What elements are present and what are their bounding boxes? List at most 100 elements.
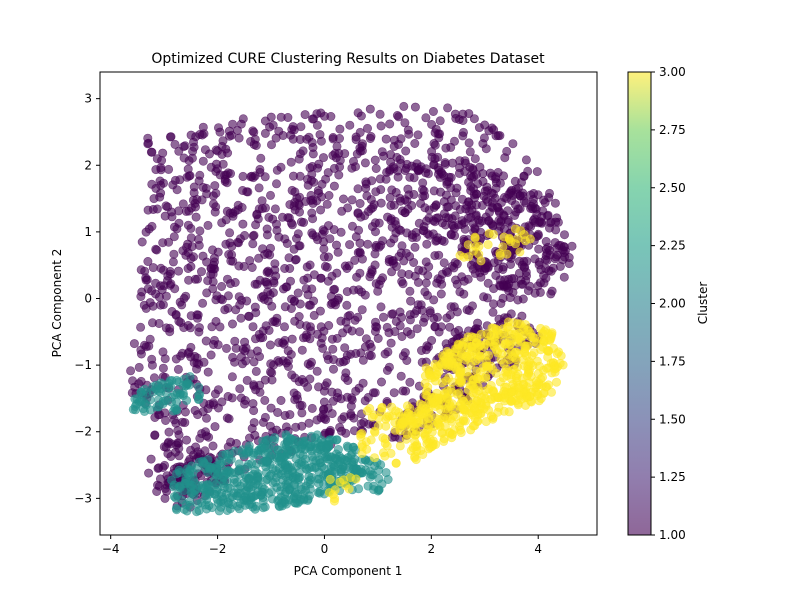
scatter-point-cluster-1 (319, 404, 329, 414)
scatter-point-cluster-1 (186, 233, 196, 243)
scatter-point-cluster-1 (386, 201, 396, 211)
scatter-point-cluster-1 (327, 409, 337, 419)
scatter-point-cluster-3 (532, 391, 542, 401)
scatter-point-cluster-1 (520, 262, 530, 272)
scatter-point-cluster-1 (361, 334, 371, 344)
scatter-point-cluster-1 (290, 316, 300, 326)
scatter-point-cluster-1 (197, 267, 207, 277)
scatter-point-cluster-3 (400, 417, 410, 427)
scatter-point-cluster-1 (279, 322, 289, 332)
scatter-point-cluster-1 (442, 313, 452, 323)
scatter-point-cluster-2 (301, 485, 311, 495)
scatter-point-cluster-2 (244, 483, 254, 493)
scatter-point-cluster-1 (436, 289, 446, 299)
scatter-point-cluster-3 (482, 361, 492, 371)
y-tick-label: 2 (84, 158, 92, 172)
scatter-point-cluster-2 (356, 467, 366, 477)
scatter-point-cluster-1 (330, 284, 340, 294)
scatter-point-cluster-1 (481, 144, 491, 154)
scatter-point-cluster-3 (524, 378, 534, 388)
scatter-point-cluster-1 (223, 391, 233, 401)
scatter-point-cluster-1 (428, 107, 438, 117)
scatter-point-cluster-1 (273, 356, 283, 366)
scatter-point-cluster-1 (264, 212, 274, 222)
scatter-point-cluster-1 (174, 438, 184, 448)
scatter-point-cluster-3 (533, 369, 543, 379)
scatter-point-cluster-2 (194, 394, 204, 404)
scatter-point-cluster-1 (202, 189, 212, 199)
scatter-point-cluster-1 (271, 219, 281, 229)
scatter-point-cluster-1 (397, 241, 407, 251)
scatter-point-cluster-2 (230, 446, 240, 456)
scatter-point-cluster-2 (317, 450, 327, 460)
scatter-point-cluster-1 (370, 317, 380, 327)
scatter-point-cluster-3 (520, 236, 530, 246)
scatter-point-cluster-1 (313, 382, 323, 392)
scatter-point-cluster-2 (270, 477, 280, 487)
scatter-point-cluster-1 (363, 239, 373, 249)
scatter-point-cluster-1 (276, 395, 286, 405)
scatter-point-cluster-1 (191, 212, 201, 222)
scatter-point-cluster-1 (155, 192, 165, 202)
scatter-point-cluster-1 (188, 195, 198, 205)
scatter-point-cluster-1 (327, 298, 337, 308)
scatter-point-cluster-1 (398, 279, 408, 289)
scatter-point-cluster-3 (437, 378, 447, 388)
scatter-point-cluster-3 (365, 403, 375, 413)
scatter-point-cluster-1 (347, 195, 357, 205)
scatter-point-cluster-1 (446, 195, 456, 205)
scatter-point-cluster-1 (365, 104, 375, 114)
scatter-point-cluster-1 (432, 278, 442, 288)
scatter-point-cluster-1 (227, 372, 237, 382)
scatter-point-cluster-1 (297, 421, 307, 431)
scatter-point-cluster-1 (254, 253, 264, 263)
scatter-point-cluster-3 (508, 395, 518, 405)
scatter-point-cluster-1 (146, 454, 156, 464)
scatter-point-cluster-1 (147, 221, 157, 231)
scatter-point-cluster-1 (296, 122, 306, 132)
scatter-point-cluster-1 (307, 403, 317, 413)
scatter-point-cluster-1 (293, 288, 303, 298)
scatter-point-cluster-1 (470, 223, 480, 233)
scatter-point-cluster-1 (266, 403, 276, 413)
scatter-point-cluster-1 (302, 134, 312, 144)
scatter-point-cluster-1 (263, 266, 273, 276)
scatter-point-cluster-1 (539, 195, 549, 205)
scatter-point-cluster-1 (355, 127, 365, 137)
scatter-point-cluster-2 (342, 441, 352, 451)
scatter-point-cluster-3 (463, 342, 473, 352)
scatter-point-cluster-1 (250, 430, 260, 440)
scatter-point-cluster-3 (369, 453, 379, 463)
scatter-point-cluster-1 (309, 310, 319, 320)
scatter-point-cluster-2 (170, 390, 180, 400)
scatter-point-cluster-1 (399, 256, 409, 266)
scatter-point-cluster-1 (491, 174, 501, 184)
scatter-point-cluster-1 (488, 189, 498, 199)
scatter-point-cluster-1 (301, 284, 311, 294)
scatter-point-cluster-1 (267, 375, 277, 385)
scatter-point-cluster-3 (351, 474, 361, 484)
scatter-point-cluster-1 (347, 221, 357, 231)
scatter-point-cluster-2 (154, 386, 164, 396)
scatter-point-cluster-1 (477, 216, 487, 226)
scatter-point-cluster-1 (414, 218, 424, 228)
scatter-point-cluster-1 (334, 170, 344, 180)
scatter-point-cluster-3 (433, 400, 443, 410)
scatter-point-cluster-1 (248, 239, 258, 249)
scatter-point-cluster-1 (468, 264, 478, 274)
scatter-point-cluster-2 (217, 488, 227, 498)
scatter-point-cluster-1 (449, 302, 459, 312)
scatter-point-cluster-1 (322, 262, 332, 272)
scatter-point-cluster-2 (181, 474, 191, 484)
scatter-point-cluster-1 (355, 238, 365, 248)
scatter-point-cluster-1 (439, 258, 449, 268)
scatter-point-cluster-1 (169, 249, 179, 259)
scatter-point-cluster-1 (342, 287, 352, 297)
scatter-point-cluster-2 (281, 430, 291, 440)
scatter-point-cluster-1 (376, 377, 386, 387)
y-axis-label: PCA Component 2 (50, 249, 64, 358)
scatter-point-cluster-3 (521, 400, 531, 410)
scatter-point-cluster-1 (251, 385, 261, 395)
scatter-point-cluster-2 (158, 399, 168, 409)
scatter-point-cluster-1 (228, 119, 238, 129)
